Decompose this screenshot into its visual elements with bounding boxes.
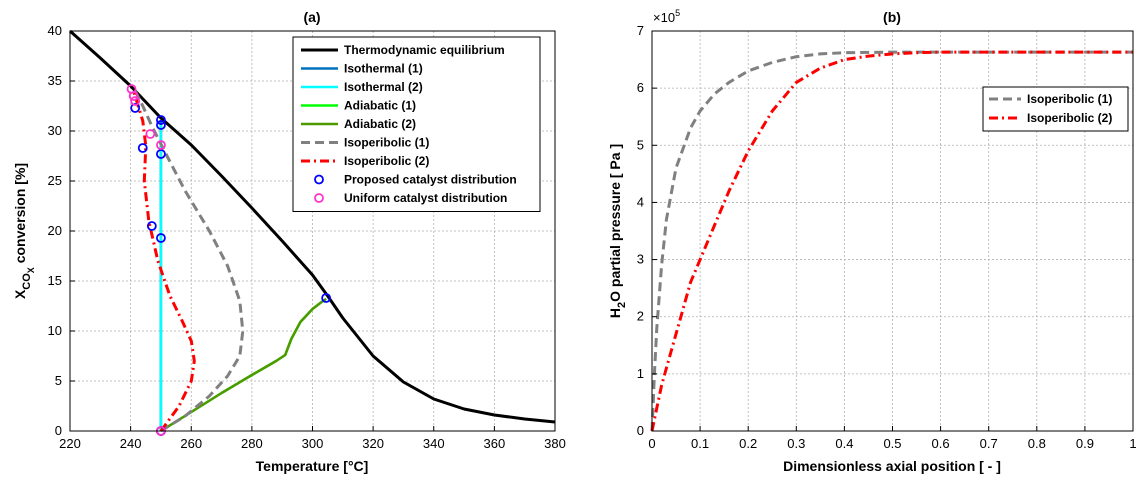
a-xtick-label: 280 [241,436,263,451]
b-ytick-label: 7 [637,23,644,38]
a-series-thermodynamic-equilibrium [69,29,556,424]
a-ytick-label: 20 [48,223,62,238]
b-legend-label: Isoperibolic (1) [1027,92,1112,106]
a-xtick-label: 300 [302,436,324,451]
b-ytick-label: 2 [637,309,644,324]
a-marker-proposed-catalyst-distribution [146,221,157,231]
b-xtick-label: 0.5 [883,436,901,451]
a-marker-uniform-catalyst-distribution [130,96,141,106]
a-ytick-label: 40 [48,23,62,38]
a-ytick-label: 25 [48,173,62,188]
a-marker-proposed-catalyst-distribution [156,149,166,159]
a-series-adiabatic-2 [160,297,327,433]
b-legend: Isoperibolic (1) Isoperibolic (2) [982,86,1129,132]
a-legend-label: Isoperibolic (2) [344,154,429,168]
panel-b: 0 0.1 0.2 0.3 0.4 0.5 0.6 0.7 0.8 0.9 1 0 1 2 3 4 5 6 7 (b… [607,8,1137,474]
b-xtick-label: 1 [1129,436,1136,451]
a-ylabel-main: X [12,289,28,299]
b-xtick-label: 0 [648,436,655,451]
a-ylabel: XCOX conversion [%] [12,163,36,299]
a-xtick-label: 380 [544,436,566,451]
b-ytick-label: 6 [637,80,644,95]
a-legend-marker [314,174,324,185]
b-xlabel: Dimensionless axial position [ - ] [783,458,1001,474]
b-series [650,50,1133,432]
panel-a: 220 240 260 280 300 320 340 360 380 0 5 10 15 20 25 30 3… [12,9,566,474]
b-ytick-label: 1 [637,366,644,381]
a-marker-proposed-catalyst-distribution [130,103,141,113]
a-marker-uniform-catalyst-distribution [128,91,139,101]
a-ticks: 220 240 260 280 300 320 340 360 380 0 5 10 15 20 25 30 3… [48,23,566,451]
a-marker-uniform-catalyst-distribution [156,140,166,150]
a-xtick-label: 340 [423,436,445,451]
a-series-isoperibolic-1 [133,90,245,433]
a-xtick-label: 240 [120,436,142,451]
b-xtick-label: 0.1 [691,436,709,451]
b-xtick-label: 0.9 [1076,436,1094,451]
b-xtick-label: 0.3 [787,436,805,451]
a-ytick-label: 0 [55,423,62,438]
a-legend-label: Isothermal (1) [344,62,423,76]
a-series-isoperibolic-2 [132,90,196,432]
b-ytick-label: 3 [637,252,644,267]
b-xtick-label: 0.8 [1028,436,1046,451]
b-multiplier: ×105 [653,8,680,25]
a-marker-proposed-catalyst-distribution [156,233,166,243]
a-legend-label: Isoperibolic (1) [344,136,429,150]
a-xtick-label: 220 [59,436,81,451]
a-legend-label: Uniform catalyst distribution [344,191,507,205]
a-marker-proposed-catalyst-distribution [137,143,148,153]
a-series [69,29,556,433]
b-title: (b) [883,9,901,25]
b-series-isoperibolic-1 [650,50,1133,432]
a-series-adiabatic-1 [160,297,327,433]
a-legend: Thermodynamic equilibrium Isothermal (1) I… [292,36,541,212]
b-multiplier-exp: 5 [675,8,680,18]
a-marker-proposed-catalyst-distribution [156,115,166,125]
b-xtick-label: 0.6 [932,436,950,451]
a-ytick-label: 5 [55,373,62,388]
a-ytick-label: 10 [48,323,62,338]
b-ytick-label: 0 [637,423,644,438]
a-xtick-label: 260 [180,436,202,451]
a-xtick-label: 360 [484,436,506,451]
a-xtick-label: 320 [362,436,384,451]
b-multiplier-base: ×10 [653,10,675,25]
a-ytick-label: 30 [48,123,62,138]
b-ylabel-main: H [607,308,623,318]
b-ylabel-rest: O partial pressure [ Pa ] [607,144,623,302]
a-legend-label: Adiabatic (2) [344,117,416,131]
b-ylabel-sub: 2 [616,302,628,308]
b-ticks: 0 0.1 0.2 0.3 0.4 0.5 0.6 0.7 0.8 0.9 1 0 1 2 3 4 5 6 7 [637,23,1137,451]
a-legend-label: Thermodynamic equilibrium [344,43,505,57]
a-ylabel-sub: CO [21,273,33,290]
b-ytick-label: 5 [637,137,644,152]
a-legend-label: Proposed catalyst distribution [344,173,517,187]
a-marker-uniform-catalyst-distribution [145,129,156,139]
a-title: (a) [303,9,320,25]
b-ytick-label: 4 [637,194,644,209]
a-legend-marker [314,193,324,203]
a-xlabel: Temperature [°C] [256,458,369,474]
a-ylabel-subsub: X [26,267,36,273]
a-marker-proposed-catalyst-distribution [321,293,332,303]
a-ytick-label: 35 [48,73,62,88]
a-legend-label: Isothermal (2) [344,80,423,94]
b-ylabel: H2O partial pressure [ Pa ] [607,144,628,318]
a-marker-proposed-catalyst-distribution [156,120,166,130]
b-xtick-label: 0.4 [835,436,853,451]
b-legend-box [982,86,1129,132]
a-legend-label: Adiabatic (1) [344,99,416,113]
a-ytick-label: 15 [48,273,62,288]
b-legend-label: Isoperibolic (2) [1027,111,1112,125]
b-xtick-label: 0.7 [980,436,998,451]
a-ylabel-rest: conversion [%] [12,163,28,267]
b-xtick-label: 0.2 [739,436,757,451]
